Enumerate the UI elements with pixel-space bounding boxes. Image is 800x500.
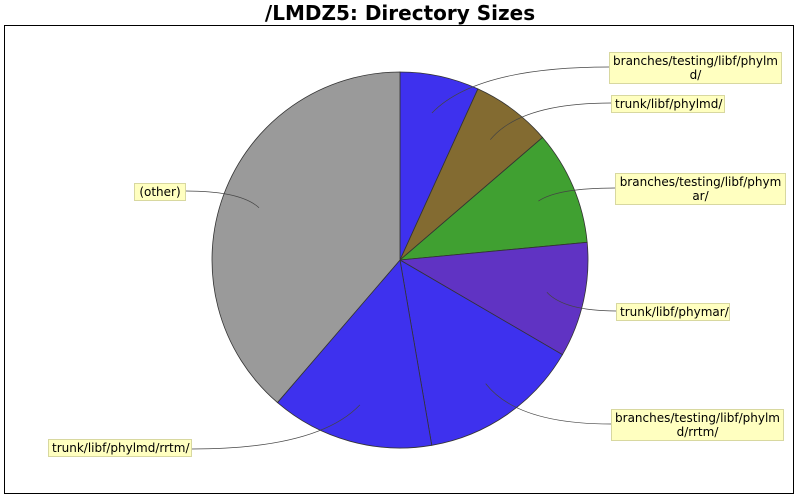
slice-label-branches-phylmd: branches/testing/libf/phylm d/ (609, 52, 782, 84)
leader-line (546, 292, 617, 312)
pie-slice (399, 259, 563, 446)
leader-line (538, 187, 616, 202)
slice-label-trunk-phylmd: trunk/libf/phylmd/ (611, 95, 725, 113)
leader-line (490, 102, 612, 140)
slice-label-trunk-rrtm: trunk/libf/phylmd/rrtm/ (48, 439, 192, 457)
slice-label-trunk-phymar: trunk/libf/phymar/ (616, 303, 730, 321)
leader-line (431, 66, 610, 114)
chart-title: /LMDZ5: Directory Sizes (264, 1, 536, 25)
pie-slice (398, 136, 588, 261)
slice-label-branches-phymar: branches/testing/libf/phym ar/ (615, 173, 786, 205)
leader-line (485, 383, 612, 425)
plot-frame (4, 25, 794, 494)
leader-line (185, 190, 260, 208)
pie-slice (276, 259, 433, 449)
slice-label-branches-rrtm: branches/testing/libf/phylm d/rrtm/ (611, 409, 784, 441)
pie-slice (211, 71, 401, 404)
pie-slice (398, 241, 589, 356)
slice-label-other: (other) (134, 183, 186, 201)
leader-line (191, 404, 361, 450)
